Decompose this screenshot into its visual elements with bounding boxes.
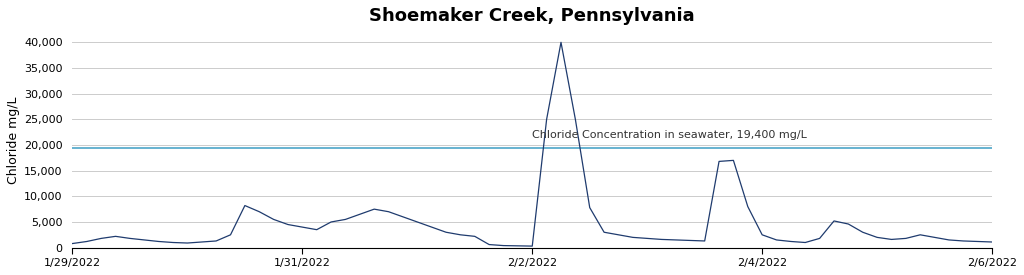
Text: Chloride Concentration in seawater, 19,400 mg/L: Chloride Concentration in seawater, 19,4… <box>532 130 807 140</box>
Title: Shoemaker Creek, Pennsylvania: Shoemaker Creek, Pennsylvania <box>370 7 695 25</box>
Y-axis label: Chloride mg/L: Chloride mg/L <box>7 96 19 184</box>
